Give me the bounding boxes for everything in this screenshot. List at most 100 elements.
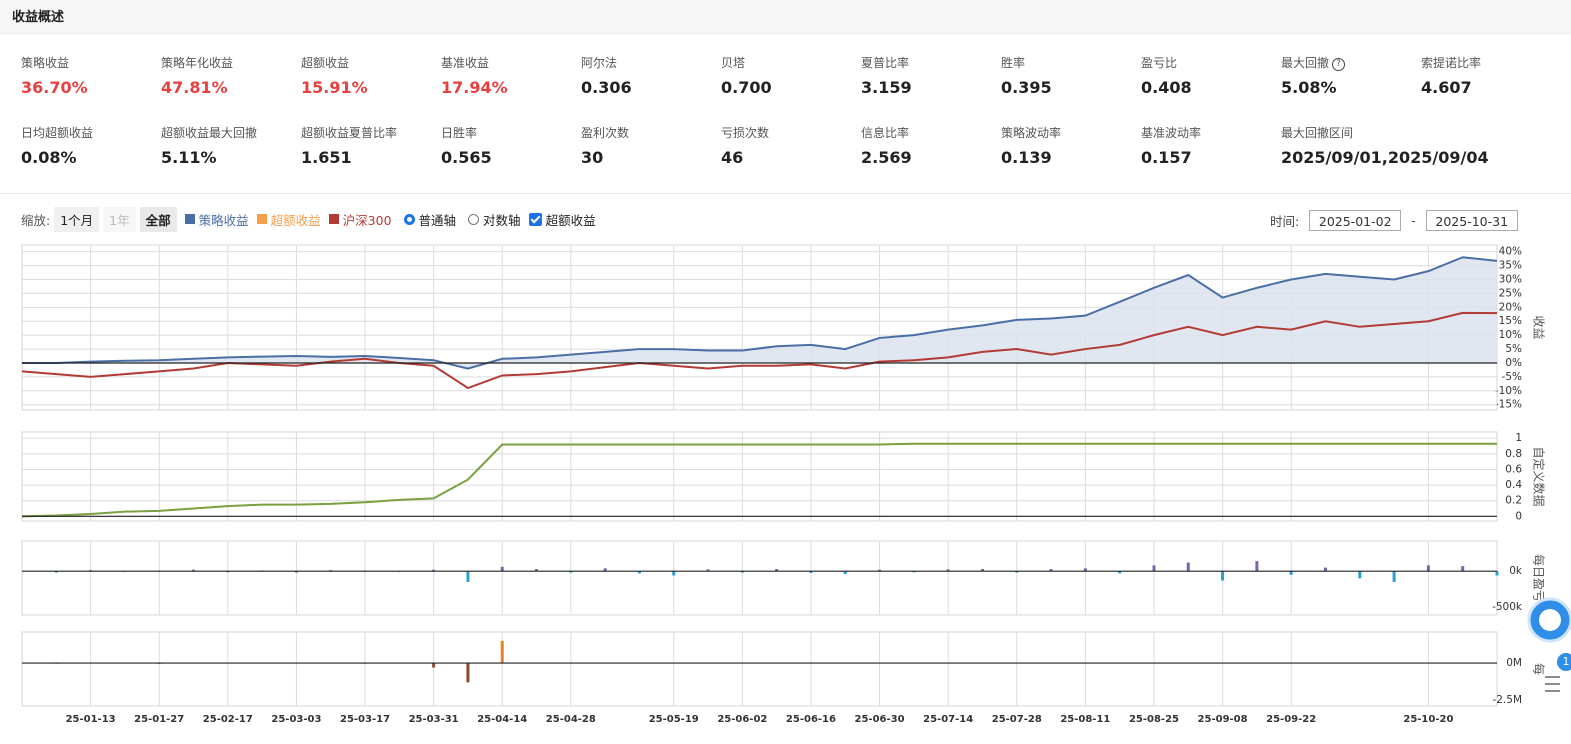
legend-item[interactable]: 策略收益 [184,210,249,229]
metric-value: 5.08% [1281,78,1337,97]
metric-value: 2025/09/01,2025/09/04 [1281,148,1489,167]
badge[interactable] [1557,653,1571,671]
bar [637,571,641,574]
y-tick-label: -2.5M [1492,694,1522,706]
bar [1049,569,1053,572]
y-tick-label: -5% [1502,371,1522,383]
bar [500,640,504,664]
metric-value: 46 [721,148,744,167]
toolbar: 缩放: 1个月 1年 全部 策略收益 超额收益 沪深300 普通轴 对数轴 超额收益 [21,206,596,232]
y-tick-label: 0k [1509,565,1523,577]
metric-value: 0.395 [1001,78,1052,97]
bar [740,571,744,573]
y-tick-label: 20% [1499,301,1522,313]
plot-frame [21,431,1498,522]
metric-value: 30 [581,148,604,167]
metric-label-text: 阿尔法 [581,56,618,70]
metric-label-text: 基准波动率 [1141,126,1202,140]
metric-label-text: 最大回撤 [1281,56,1330,70]
bar [466,663,470,683]
metric: 信息比率 2.569 [861,124,1001,194]
legend-item[interactable]: 超额收益 [256,210,321,229]
help-icon[interactable]: ? [1332,58,1346,71]
zoom-button[interactable]: 1个月 [54,206,100,232]
radio-label[interactable]: 对数轴 [483,212,521,228]
metric-value: 0.08% [21,148,77,167]
bar [1495,571,1499,576]
line [21,311,1498,390]
support-widget[interactable]: 1 [1527,597,1571,692]
metric-label-text: 贝塔 [721,56,746,70]
metric-value: 2.569 [861,148,912,167]
metric-label: 日均超额收益 [21,124,161,142]
metric-label: 阿尔法 [581,54,721,72]
y-tick-label: 15% [1499,315,1522,327]
badge-count: 1 [1563,655,1570,668]
metric-value: 36.70% [21,78,88,97]
axis-title: 收益 [1532,315,1546,339]
radio-button[interactable] [468,213,480,225]
y-tick-label: 25% [1499,287,1522,299]
bar [603,568,607,572]
legend-item[interactable]: 沪深300 [328,210,392,229]
metric: 盈亏比 0.408 [1141,54,1281,124]
y-tick-label: 10% [1499,329,1522,341]
x-tick-label: 25-09-08 [1198,714,1248,725]
metric: 超额收益最大回撤 5.11% [161,124,301,194]
radio-button[interactable] [403,213,415,225]
bar [946,569,950,572]
y-tick-label: -15% [1495,399,1522,411]
metric: 索提诺比率 4.607 [1421,54,1561,124]
metric-label: 胜率 [1001,54,1141,72]
bar [569,571,573,573]
x-tick-label: 25-09-22 [1266,714,1316,725]
header-title: 收益概述 [12,10,65,25]
y-tick-label: 35% [1499,260,1522,272]
metric-label-text: 策略年化收益 [161,56,234,70]
metric-label: 策略收益 [21,54,161,72]
bar [1015,571,1019,573]
zoom-button: 1年 [103,206,136,232]
date-input[interactable]: 2025-01-02 [1309,209,1402,231]
metric: 夏普比率 3.159 [861,54,1001,124]
metric-label: 策略年化收益 [161,54,301,72]
metric-label: 盈利次数 [581,124,721,142]
metric-label-text: 超额收益 [301,56,350,70]
bar [1289,571,1293,575]
plot-frame [21,540,1498,616]
metric-label-text: 基准收益 [441,56,490,70]
bar [1186,562,1190,572]
legend-label: 策略收益 [198,212,249,228]
line [22,256,1498,370]
metric: 贝塔 0.700 [721,54,861,124]
axis-title: 每 [1532,663,1547,675]
bar [1255,561,1259,572]
metric-value: 3.159 [861,78,912,97]
checkbox[interactable] [528,212,542,226]
bar [843,571,847,575]
bar [1426,565,1430,572]
metric-label-text: 日胜率 [441,126,478,140]
zoom-button[interactable]: 全部 [139,206,177,232]
metric-label-text: 超额收益最大回撤 [161,126,258,140]
metric-value: 17.94% [441,78,508,97]
metric-label: 策略波动率 [1001,124,1141,142]
y-tick-label: 5% [1505,343,1522,355]
checkbox-label[interactable]: 超额收益 [545,212,596,228]
y-tick-label: 0.8 [1505,448,1522,460]
metric: 最大回撤区间 2025/09/01,2025/09/04 [1281,124,1489,194]
metric: 策略收益 36.70% [21,54,161,124]
bar [809,571,813,573]
metric-label-text: 盈利次数 [581,126,630,140]
metric: 策略年化收益 47.81% [161,54,301,124]
metric-label-text: 策略收益 [21,56,70,70]
radio-label[interactable]: 普通轴 [418,212,457,228]
axis-title: 每日盈亏 [1532,554,1547,602]
header: 收益概述 [0,0,1571,34]
metric: 超额收益夏普比率 1.651 [301,124,441,194]
bar [775,569,779,572]
date-input[interactable]: 2025-10-31 [1425,209,1518,231]
metric-row: 策略收益 36.70% 策略年化收益 47.81% 超额收益 15.91% 基准收益 17.9… [21,54,1571,124]
bar [1152,565,1156,572]
